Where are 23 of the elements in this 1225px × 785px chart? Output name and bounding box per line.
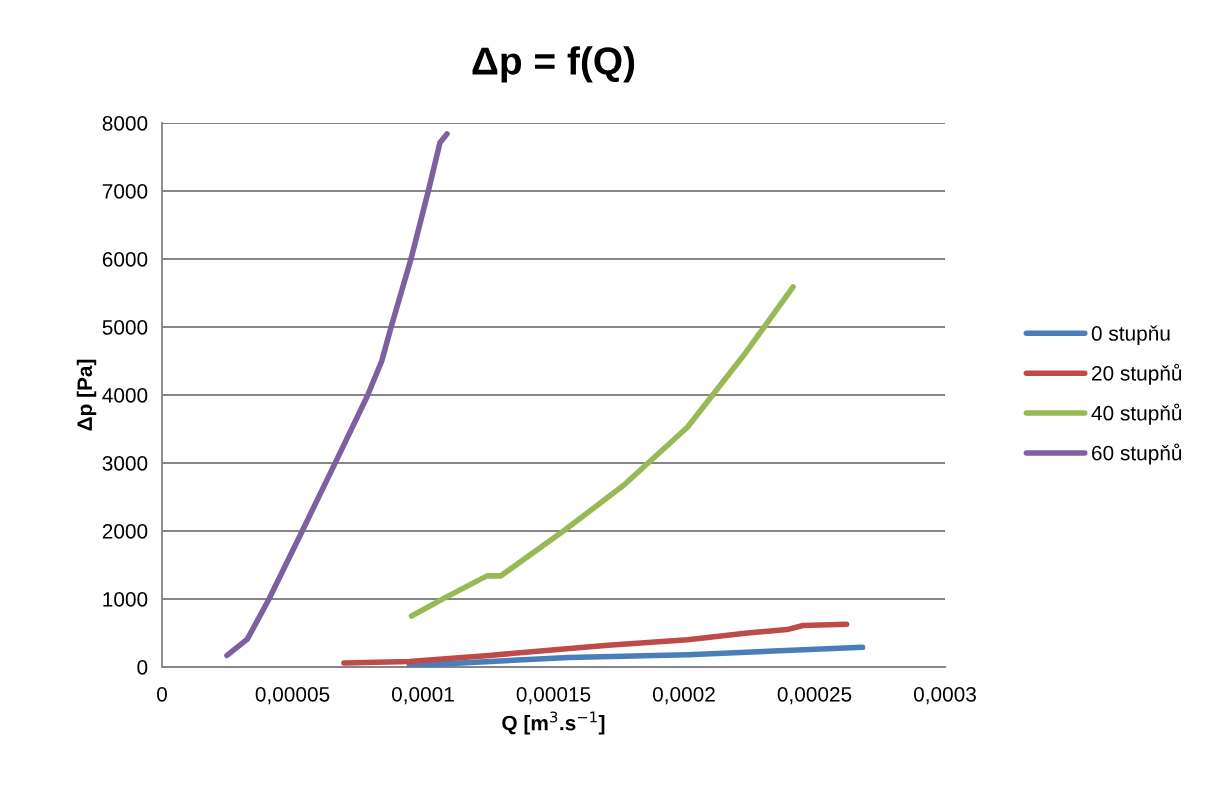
y-tick-label: 4000 (102, 388, 148, 403)
x-tick-label: 0,0001 (391, 686, 454, 705)
x-tick-label: 0,0002 (652, 686, 715, 705)
x-tick-label: 0,00015 (516, 686, 591, 705)
legend-label: 60 stupňů (1092, 443, 1182, 465)
y-tick-label: 6000 (102, 252, 148, 267)
y-axis-title: Δp [Pa] (76, 359, 97, 431)
legend-label: 0 stupňu (1091, 325, 1170, 345)
x-tick-label: 0 (157, 686, 167, 702)
x-tick-label: 0,0003 (913, 686, 976, 705)
legend-label: 40 stupňů (1091, 403, 1182, 425)
x-axis-title: Q [m$^{3}$.s$^{−1}$] (502, 711, 605, 735)
y-tick-label: 3000 (102, 456, 148, 471)
y-tick-label: 8000 (102, 116, 148, 131)
x-tick-label: 0,00025 (777, 686, 852, 705)
x-tick-label: 0,00005 (255, 686, 330, 705)
y-tick-label: 0 (137, 660, 148, 675)
y-tick-label: 2000 (102, 524, 148, 539)
y-tick-label: 1000 (103, 592, 148, 607)
legend-label: 20 stupňů (1092, 363, 1182, 385)
y-tick-label: 7000 (102, 184, 148, 199)
chart-title: Δp = f(Q) (472, 46, 635, 83)
y-tick-label: 5000 (102, 320, 148, 335)
